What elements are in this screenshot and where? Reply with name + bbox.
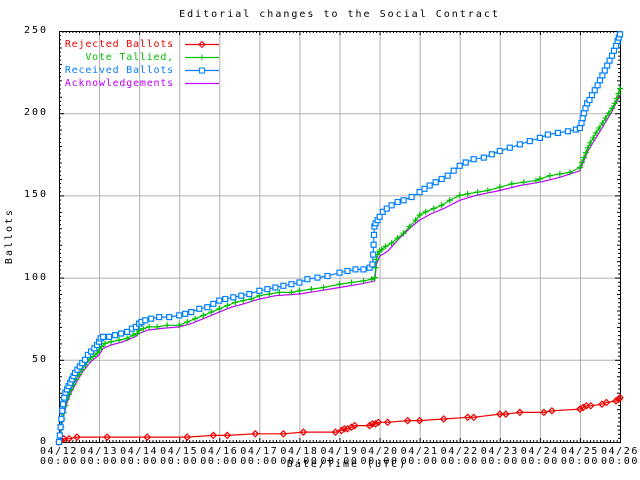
x-tick-label-time: 00:00 xyxy=(200,456,239,467)
y-tick-label: 100 xyxy=(23,271,48,283)
y-tick-label: 250 xyxy=(23,25,48,36)
legend-sample-received-ballots xyxy=(185,67,219,74)
x-tick-label-date: 04/12 xyxy=(39,446,79,457)
x-tick-label-time: 00:00 xyxy=(400,456,439,467)
legend-label-acknowledgements: Acknowledgements xyxy=(64,78,174,89)
legend-item-rejected-ballots: Rejected Ballots xyxy=(64,38,219,51)
y-tick-label: 50 xyxy=(31,353,48,365)
legend-sample-rejected-ballots xyxy=(185,40,219,49)
series-rejected-ballots xyxy=(55,393,624,446)
x-tick-label-date: 04/19 xyxy=(320,446,359,457)
x-tick-label-time: 00:00 xyxy=(120,456,159,467)
legend-sample-vote-tallied xyxy=(185,54,219,61)
y-tick-label: 200 xyxy=(23,107,48,119)
x-tick-label-date: 04/22 xyxy=(440,446,479,457)
x-tick-label-date: 04/18 xyxy=(280,446,319,457)
x-tick-label-date: 04/26 xyxy=(600,446,640,457)
x-tick-label-date: 04/25 xyxy=(560,446,599,457)
series-vote-tallied xyxy=(56,85,623,445)
x-tick-label-time: 00:00 xyxy=(600,456,640,467)
legend-label-received-ballots: Received Ballots xyxy=(64,65,174,76)
y-tick-label: 150 xyxy=(23,189,48,201)
legend-label-vote-tallied: Vote Tallied, xyxy=(85,52,174,63)
x-tick-label-date: 04/21 xyxy=(400,446,439,457)
legend-label-rejected-ballots: Rejected Ballots xyxy=(64,39,174,50)
y-tick-label: 0 xyxy=(39,436,48,447)
x-tick-label-time: 00:00 xyxy=(280,456,319,467)
x-tick-label-date: 04/24 xyxy=(520,446,559,457)
x-tick-label-date: 04/13 xyxy=(80,446,119,457)
series-received-ballots xyxy=(55,31,624,446)
x-tick-label-date: 04/14 xyxy=(120,446,159,457)
x-tick-label-time: 00:00 xyxy=(560,456,599,467)
x-tick-label-time: 00:00 xyxy=(320,456,359,467)
x-tick-label-date: 04/20 xyxy=(360,446,399,457)
x-tick-label-date: 04/17 xyxy=(240,446,279,457)
x-tick-label-date: 04/16 xyxy=(200,446,239,457)
x-axis-label: Date/Time (UTC) xyxy=(286,459,408,470)
legend-item-acknowledgements: Acknowledgements xyxy=(64,77,219,90)
x-tick-label-time: 00:00 xyxy=(80,456,119,467)
legend-item-received-ballots: Received Ballots xyxy=(64,64,219,77)
legend-item-vote-tallied: Vote Tallied, xyxy=(64,51,219,64)
gridlines xyxy=(59,31,620,442)
x-tick-label-time: 00:00 xyxy=(39,456,79,467)
x-tick-label-date: 04/15 xyxy=(160,446,199,457)
tick-marks xyxy=(59,31,621,443)
x-tick-label-time: 00:00 xyxy=(360,456,399,467)
legend-sample-acknowledgements xyxy=(185,82,219,85)
x-tick-label-time: 00:00 xyxy=(240,456,279,467)
chart-title: Editorial changes to the Social Contract xyxy=(179,9,500,20)
x-tick-label-time: 00:00 xyxy=(440,456,479,467)
x-tick-label-time: 00:00 xyxy=(160,456,199,467)
x-tick-label-date: 04/23 xyxy=(480,446,519,457)
x-tick-label-time: 00:00 xyxy=(520,456,559,467)
legend: Rejected Ballots Vote Tallied, Received Ba… xyxy=(64,38,219,90)
x-tick-label-time: 00:00 xyxy=(480,456,519,467)
